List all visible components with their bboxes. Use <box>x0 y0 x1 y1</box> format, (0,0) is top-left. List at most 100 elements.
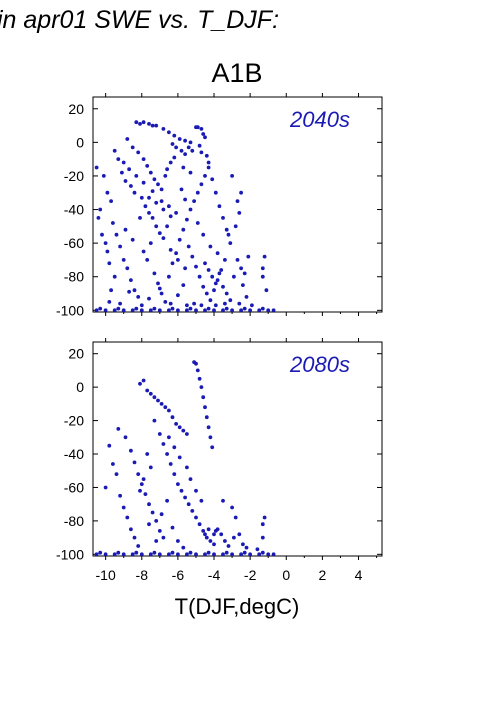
data-point <box>224 291 229 296</box>
data-point <box>121 505 126 510</box>
data-point <box>221 498 225 503</box>
data-point <box>181 165 186 170</box>
data-point <box>167 552 171 557</box>
data-point <box>203 174 207 178</box>
data-point <box>127 289 131 294</box>
data-point <box>224 227 229 232</box>
data-point <box>212 552 216 557</box>
data-point <box>262 254 267 259</box>
data-point <box>134 550 139 555</box>
data-point <box>174 422 179 426</box>
data-point <box>257 308 262 313</box>
data-point <box>138 122 142 126</box>
data-point <box>208 244 213 249</box>
data-point <box>250 303 254 308</box>
data-point <box>107 261 112 266</box>
data-point <box>167 130 171 135</box>
data-point <box>165 498 170 503</box>
data-point <box>262 515 267 520</box>
data-point <box>161 207 166 212</box>
data-point <box>181 428 186 433</box>
data-point <box>148 465 153 470</box>
data-point <box>136 295 141 299</box>
data-point <box>179 148 184 153</box>
data-point <box>103 241 108 246</box>
data-point <box>221 284 225 289</box>
data-point <box>248 308 253 313</box>
data-point <box>230 552 235 557</box>
data-point <box>210 445 215 450</box>
data-point <box>213 303 218 308</box>
data-point <box>233 224 238 229</box>
data-point <box>177 425 182 430</box>
data-point <box>197 143 202 148</box>
data-point <box>172 155 177 160</box>
period-label: 2080s <box>289 352 350 377</box>
data-point <box>188 477 193 481</box>
data-point <box>223 539 227 543</box>
data-point <box>94 308 99 313</box>
data-point <box>206 550 211 555</box>
data-point <box>228 298 233 303</box>
data-point <box>244 545 249 550</box>
data-point <box>183 197 188 202</box>
data-point <box>134 120 139 125</box>
data-point <box>188 140 193 145</box>
data-point <box>181 227 186 232</box>
data-point <box>154 519 159 523</box>
data-point <box>94 165 99 170</box>
data-point <box>152 395 157 400</box>
data-point <box>199 126 204 131</box>
data-point <box>147 522 151 527</box>
data-point <box>264 288 269 293</box>
y-tick-label: -40 <box>64 446 84 462</box>
data-point <box>186 145 191 150</box>
data-point <box>168 248 173 252</box>
data-point <box>121 160 126 165</box>
data-point <box>157 286 162 291</box>
data-point <box>130 552 135 557</box>
data-point <box>129 184 133 188</box>
data-point <box>170 261 175 266</box>
data-point <box>156 182 160 187</box>
data-point <box>103 485 108 490</box>
plot-frame <box>92 341 383 557</box>
data-point <box>195 368 200 373</box>
data-point <box>266 308 271 313</box>
x-axis-label: T(DJF,degC) <box>175 594 300 619</box>
data-point <box>150 189 155 194</box>
data-point <box>143 204 148 209</box>
data-point <box>172 133 177 138</box>
data-point <box>150 216 155 220</box>
data-point <box>213 529 218 533</box>
y-tick-label: -20 <box>64 413 84 429</box>
data-point <box>185 432 189 436</box>
data-point <box>201 395 206 400</box>
data-point <box>132 460 137 465</box>
data-point <box>223 301 227 306</box>
scenario-label: A1B <box>211 58 262 88</box>
data-point <box>185 465 189 470</box>
data-point <box>161 126 166 131</box>
data-point <box>109 288 113 293</box>
data-point <box>125 515 130 520</box>
data-point <box>170 525 175 530</box>
data-point <box>112 308 117 313</box>
data-point <box>168 301 173 306</box>
y-tick-label: -80 <box>64 513 84 529</box>
data-point <box>201 529 206 533</box>
data-point <box>141 477 146 481</box>
data-point <box>125 137 130 141</box>
data-point <box>241 283 245 287</box>
data-point <box>157 308 162 313</box>
data-point <box>156 281 160 286</box>
data-point <box>217 204 222 209</box>
data-point <box>118 301 122 306</box>
period-label: 2040s <box>289 107 350 132</box>
data-point <box>138 216 142 220</box>
data-point <box>163 300 168 304</box>
data-point <box>170 550 175 555</box>
data-point <box>188 306 193 311</box>
data-point <box>235 199 240 204</box>
data-point <box>167 435 171 440</box>
